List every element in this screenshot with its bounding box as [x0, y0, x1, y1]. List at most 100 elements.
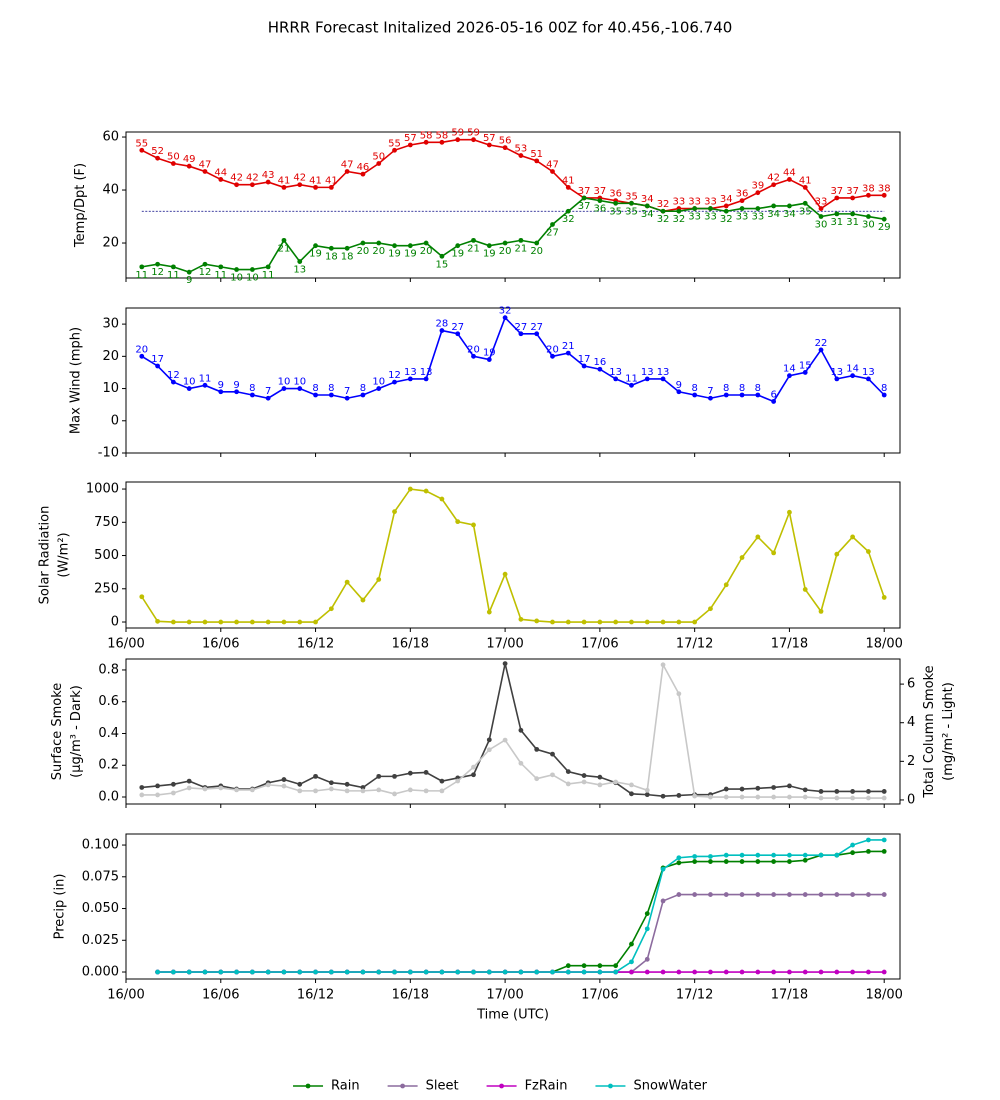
x-tick-label: 16/12 [297, 637, 334, 652]
data-label: 34 [641, 194, 654, 205]
data-point [834, 789, 840, 794]
data-point [297, 259, 303, 264]
data-point [881, 837, 887, 843]
data-point [723, 208, 729, 214]
data-label: 33 [688, 212, 701, 223]
data-point [265, 969, 271, 975]
data-point [802, 370, 808, 375]
y-tick-label: 40 [102, 183, 119, 198]
data-label: 13 [293, 265, 306, 276]
data-point [313, 619, 318, 625]
x-tick-label: 16/00 [107, 637, 144, 652]
data-point [818, 852, 824, 858]
x-tick-label: 16/06 [202, 637, 239, 652]
data-point [565, 963, 571, 969]
data-point [265, 179, 271, 185]
data-point [739, 892, 745, 897]
data-point [771, 399, 777, 404]
data-point [486, 243, 492, 249]
data-point [423, 788, 429, 794]
data-point [802, 852, 808, 858]
data-label: 59 [451, 128, 464, 139]
data-point [802, 794, 808, 800]
data-point [423, 488, 429, 494]
data-label: 19 [483, 348, 496, 359]
data-point [407, 243, 413, 249]
data-label: 50 [372, 152, 385, 163]
data-point [629, 619, 634, 625]
data-point [850, 795, 856, 801]
y-tick-label: 0.2 [98, 758, 119, 773]
data-point [644, 619, 650, 625]
data-label: 36 [609, 189, 622, 200]
data-point [692, 793, 698, 799]
data-point [708, 206, 713, 211]
data-point [392, 509, 397, 515]
x-tick-label: 18/00 [865, 988, 902, 1003]
data-point [534, 331, 540, 337]
series-line [141, 663, 885, 798]
data-label: 8 [881, 383, 887, 394]
data-point [834, 551, 840, 557]
data-point [392, 773, 397, 779]
data-label: 35 [625, 191, 638, 202]
data-point [644, 792, 650, 798]
data-point [155, 792, 160, 798]
data-point [723, 786, 729, 792]
data-point [328, 184, 334, 190]
plot-frame [125, 131, 901, 279]
data-label: 32 [657, 199, 670, 210]
data-point [392, 969, 397, 975]
plot-frame [125, 833, 901, 980]
data-label: 33 [688, 197, 701, 208]
data-point [455, 519, 461, 525]
data-label: 33 [704, 197, 717, 208]
data-label: 33 [815, 197, 828, 208]
data-point [660, 866, 666, 872]
y-tick-label: 250 [94, 581, 119, 596]
data-point [218, 969, 224, 975]
data-point [708, 859, 713, 864]
data-point [534, 746, 540, 752]
data-point [281, 386, 287, 391]
data-point [407, 486, 413, 492]
data-point [407, 787, 413, 793]
data-label: 49 [183, 154, 196, 165]
data-point [313, 773, 318, 779]
data-point [170, 161, 176, 166]
data-point [565, 969, 571, 975]
data-point [818, 608, 824, 614]
data-point [692, 206, 698, 211]
y-tick-label: 0 [111, 615, 119, 630]
data-point [834, 195, 840, 201]
data-point [518, 331, 524, 337]
data-point [866, 192, 871, 198]
data-point [708, 892, 713, 897]
data-point [771, 892, 777, 897]
data-point [708, 395, 713, 401]
data-point [186, 386, 192, 391]
data-point [471, 137, 476, 143]
data-point [771, 969, 777, 975]
data-point [534, 969, 540, 975]
data-point [613, 779, 619, 785]
x-tick-label: 16/18 [392, 988, 429, 1003]
series-line [157, 893, 885, 973]
data-label: 12 [199, 267, 212, 278]
data-point [581, 195, 587, 201]
data-label: 56 [499, 136, 512, 147]
data-point [234, 969, 239, 975]
data-point [518, 969, 524, 975]
data-point [518, 616, 524, 622]
data-point [676, 691, 682, 697]
data-point [739, 198, 745, 204]
data-point [249, 182, 255, 188]
data-point [249, 392, 255, 398]
data-point [439, 778, 445, 784]
data-label: 13 [830, 367, 843, 378]
data-point [281, 969, 287, 975]
data-label: 9 [676, 380, 682, 391]
data-point [202, 382, 208, 388]
series-line [157, 850, 885, 973]
data-point [502, 240, 508, 246]
